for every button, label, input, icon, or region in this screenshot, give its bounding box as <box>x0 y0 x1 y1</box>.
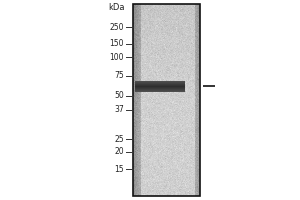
Bar <box>133 4 200 196</box>
Text: kDa: kDa <box>109 3 125 12</box>
Text: 15: 15 <box>114 164 124 173</box>
Text: 250: 250 <box>110 22 124 31</box>
Text: 37: 37 <box>114 106 124 114</box>
Text: 75: 75 <box>114 72 124 80</box>
Text: 25: 25 <box>114 134 124 144</box>
Text: 150: 150 <box>110 40 124 48</box>
Text: 20: 20 <box>114 148 124 156</box>
Text: 50: 50 <box>114 92 124 100</box>
Text: 100: 100 <box>110 52 124 62</box>
